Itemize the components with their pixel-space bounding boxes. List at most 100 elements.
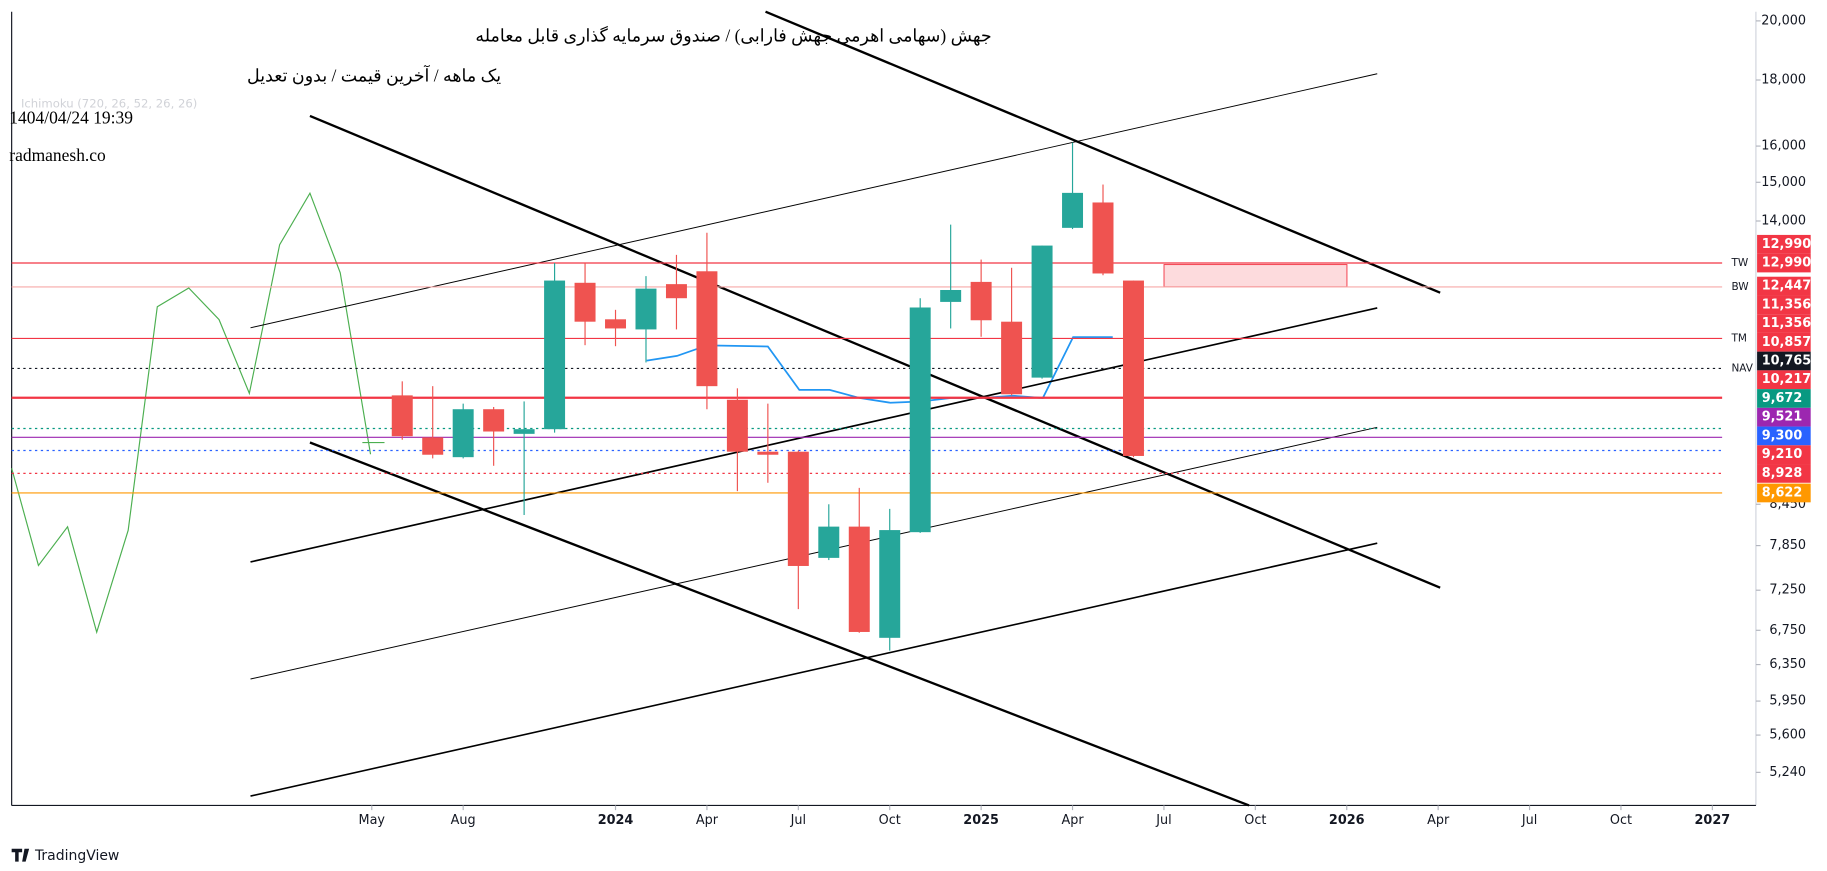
trend-line	[309, 114, 1441, 589]
level-label: TW	[1730, 257, 1748, 269]
trend-line	[250, 426, 1378, 680]
price-tag-label: 9,300	[1762, 428, 1803, 443]
x-tick-label: Apr	[1061, 813, 1084, 828]
x-tick-label: Apr	[696, 813, 719, 828]
y-tick-label: 6,350	[1769, 657, 1806, 672]
candle-body	[818, 526, 840, 558]
price-tag	[1757, 464, 1811, 483]
candle-body	[1062, 192, 1084, 228]
candle-body	[970, 281, 992, 321]
lagging-span	[11, 191, 372, 635]
x-tick-label: 2026	[1329, 813, 1365, 828]
y-tick-label: 14,000	[1761, 213, 1806, 228]
price-tag-label: 9,210	[1762, 447, 1803, 462]
y-tick-label: 18,000	[1761, 72, 1806, 87]
footer-brand: TradingView	[34, 848, 119, 864]
x-tick-label: Apr	[1427, 813, 1450, 828]
x-tick-label: Jul	[1155, 813, 1171, 828]
y-tick-label: 20,000	[1761, 13, 1806, 28]
timestamp: 1404/04/24 19:39	[9, 107, 133, 127]
price-tag-label: 8,622	[1762, 485, 1802, 500]
x-tick-label: May	[359, 813, 386, 828]
candle-body	[635, 288, 657, 330]
x-tick-label: Jul	[790, 813, 806, 828]
level-label: NAV	[1731, 362, 1753, 374]
price-tag-label: 10,857	[1762, 335, 1811, 350]
candle-body	[726, 399, 748, 452]
price-tag	[1757, 332, 1811, 352]
candle-body	[1001, 321, 1023, 395]
price-tag-label: 12,447	[1762, 279, 1811, 294]
price-tag	[1757, 483, 1811, 503]
price-tag	[1757, 426, 1811, 446]
candle-body	[848, 526, 870, 632]
price-tag-label: 9,521	[1762, 410, 1803, 425]
candle-body	[696, 271, 718, 387]
price-tag-label: 11,356	[1762, 316, 1811, 331]
x-tick-label: 2024	[598, 813, 634, 828]
indicator-label: Ichimoku (720, 26, 52, 26, 26)	[21, 97, 197, 111]
price-tag	[1757, 351, 1811, 371]
price-tag	[1757, 253, 1811, 273]
trend-line	[250, 307, 1378, 563]
price-tag	[1757, 295, 1811, 315]
y-tick-label: 6,750	[1769, 623, 1806, 638]
x-tick-label: 2027	[1695, 813, 1731, 828]
trend-line	[765, 10, 1441, 294]
x-tick-label: Oct	[1244, 813, 1266, 828]
candle-body	[757, 451, 779, 455]
y-tick-label: 16,000	[1761, 139, 1806, 154]
price-tag-label: 12,990	[1762, 237, 1811, 252]
candle-body	[605, 319, 627, 329]
y-tick-label: 5,600	[1769, 728, 1806, 743]
x-tick-label: Jul	[1521, 813, 1537, 828]
trend-line	[250, 73, 1378, 329]
price-tag-label: 8,928	[1762, 466, 1803, 481]
trend-line	[250, 542, 1378, 797]
plot-area	[11, 10, 1757, 807]
candle-body	[787, 451, 809, 566]
candle-body	[1092, 202, 1114, 274]
y-tick-label: 15,000	[1761, 175, 1806, 190]
candle-body	[452, 409, 474, 458]
price-tag	[1757, 314, 1811, 333]
x-tick-label: 2025	[963, 813, 999, 828]
candle-body	[391, 395, 413, 437]
price-tag-label: 9,672	[1762, 391, 1802, 406]
zone-box	[1163, 264, 1348, 288]
y-tick-label: 7,250	[1769, 583, 1806, 598]
price-tag-label: 10,765	[1762, 353, 1811, 368]
brand-logo	[11, 848, 30, 862]
price-tag	[1757, 276, 1811, 296]
candle-body	[665, 284, 687, 299]
candle-body	[574, 282, 596, 322]
chart-subtitle: یک ماهه / آخرین قیمت / بدون تعدیل	[247, 64, 501, 86]
price-tag	[1757, 445, 1811, 465]
x-tick-label: Oct	[1610, 813, 1632, 828]
candle-body	[909, 307, 931, 533]
y-tick-label: 5,950	[1769, 694, 1806, 709]
y-tick-label: 7,850	[1769, 538, 1806, 553]
candle-body	[422, 437, 444, 455]
candle-body	[940, 289, 962, 302]
price-tag	[1757, 389, 1811, 408]
candle-body	[483, 409, 505, 432]
candle-body	[544, 280, 566, 430]
level-label: TM	[1730, 332, 1746, 344]
price-tag-label: 11,356	[1762, 297, 1811, 312]
candle-body	[513, 429, 535, 434]
x-tick-label: Aug	[451, 813, 476, 828]
price-tag	[1757, 370, 1811, 390]
website: radmanesh.co	[9, 145, 106, 165]
chart-title: جهش (سهامی اهرمی جهش فارابی) / صندوق سرم…	[475, 24, 991, 46]
candle-body	[879, 530, 901, 638]
price-tag	[1757, 234, 1811, 254]
candle-body	[1122, 280, 1144, 456]
y-tick-label: 5,240	[1769, 765, 1806, 780]
candle-body	[1031, 245, 1053, 378]
level-label: BW	[1731, 281, 1749, 293]
trend-lines	[250, 10, 1441, 807]
trend-line	[309, 441, 1250, 807]
